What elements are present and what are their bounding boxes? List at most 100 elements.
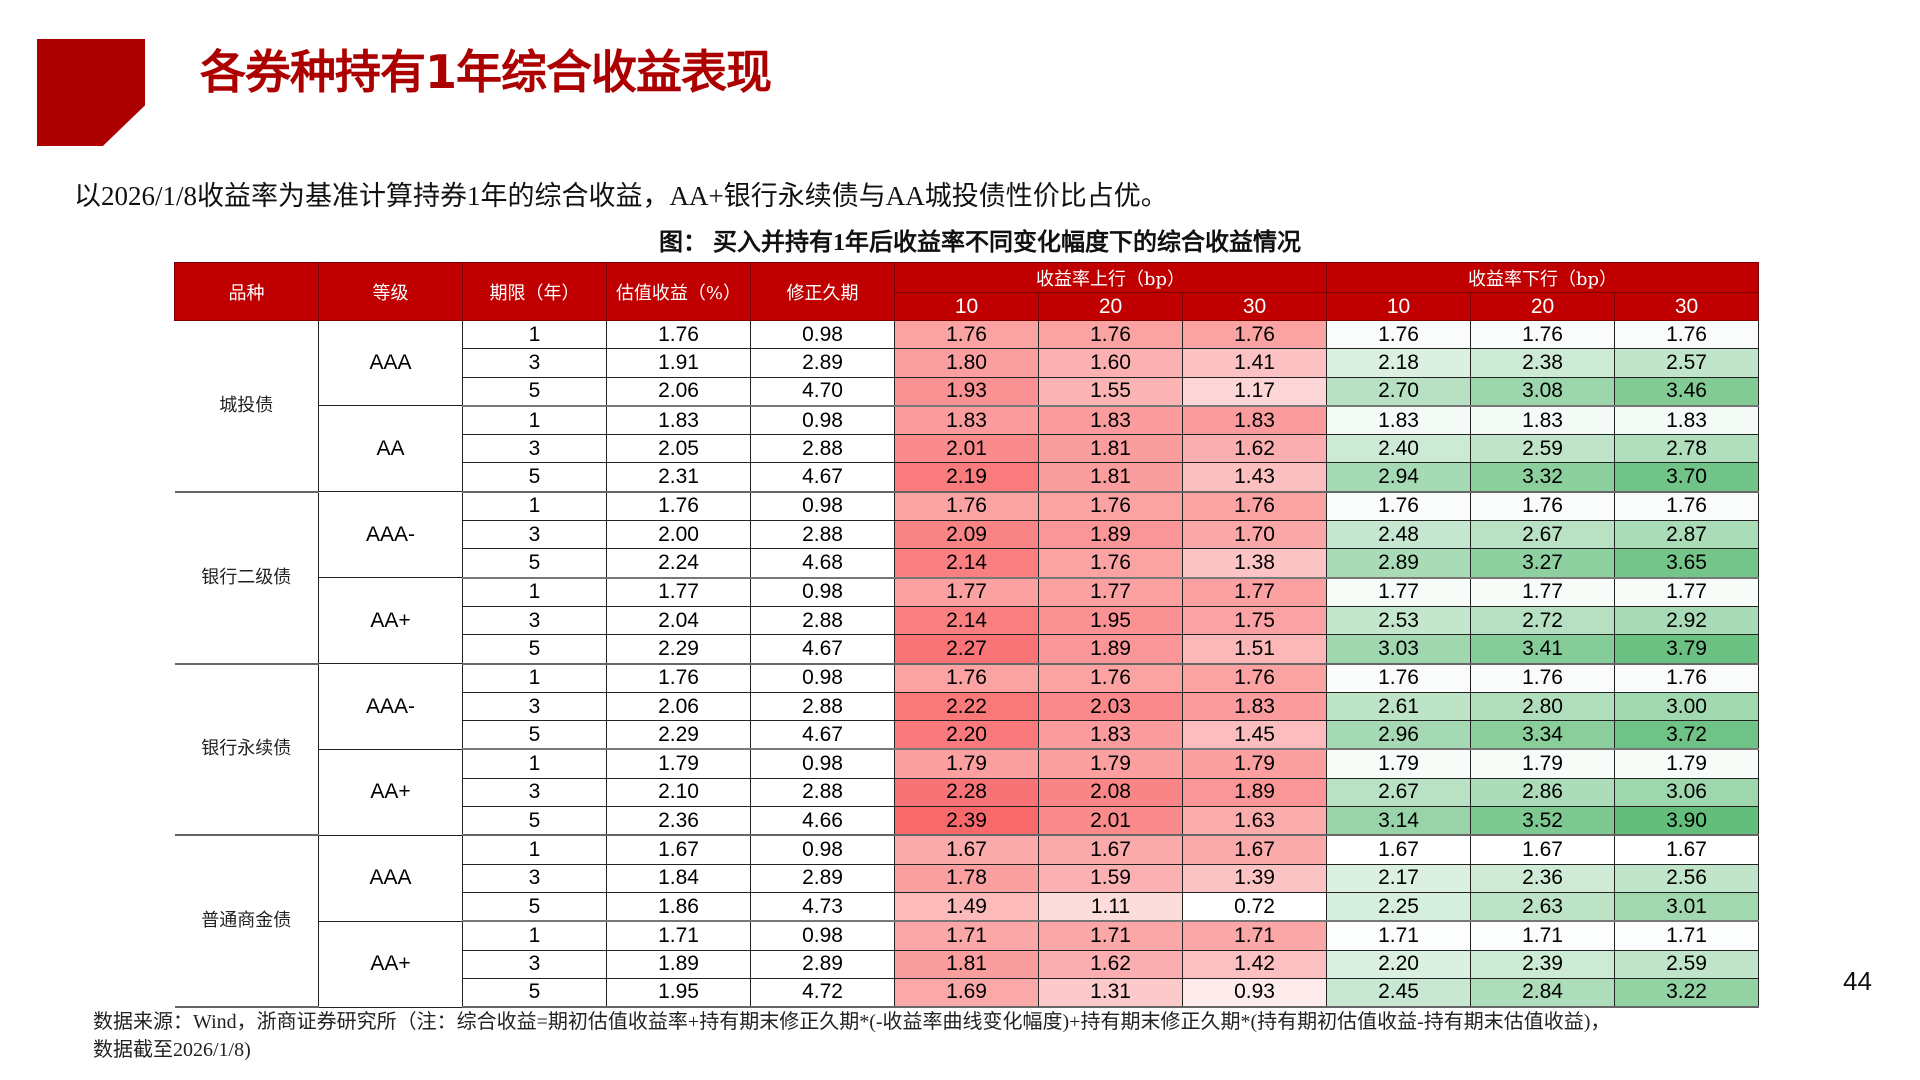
duration-cell: 2.88 bbox=[750, 434, 895, 464]
down-10bp-cell: 2.18 bbox=[1326, 348, 1471, 378]
up-10bp-cell: 2.28 bbox=[894, 777, 1039, 808]
category-cell: 银行二级债 bbox=[174, 491, 319, 665]
down-20bp-cell: 2.80 bbox=[1470, 691, 1615, 722]
down-10bp-cell: 2.40 bbox=[1326, 434, 1471, 464]
up-20bp-cell: 1.11 bbox=[1038, 891, 1183, 923]
category-cell: 普通商金债 bbox=[174, 835, 319, 1009]
up-20bp-cell: 1.59 bbox=[1038, 863, 1183, 893]
table-row: AA+ 1 1.77 0.98 1.77 1.77 1.77 1.77 1.77 1.77 bbox=[175, 577, 1759, 665]
up-20bp-cell: 1.76 bbox=[1038, 319, 1183, 350]
down-30bp-cell: 3.46 bbox=[1614, 376, 1759, 407]
down-30bp-cell: 2.92 bbox=[1614, 605, 1759, 636]
down-20bp-cell: 1.67 bbox=[1470, 834, 1615, 865]
up-20bp-cell: 1.76 bbox=[1038, 663, 1183, 693]
up-10bp-cell: 2.39 bbox=[894, 806, 1039, 837]
term-cell: 3 bbox=[462, 777, 607, 808]
down-20bp-cell: 2.38 bbox=[1470, 348, 1615, 378]
yield-cell: 1.71 bbox=[606, 920, 751, 951]
up-20bp-cell: 1.76 bbox=[1038, 491, 1183, 522]
up-20bp-cell: 2.08 bbox=[1038, 777, 1183, 808]
down-10bp-cell: 2.17 bbox=[1326, 863, 1471, 893]
up-30bp-cell: 1.79 bbox=[1182, 748, 1327, 779]
down-10bp-cell: 2.48 bbox=[1326, 520, 1471, 550]
up-30bp-cell: 0.93 bbox=[1182, 977, 1327, 1009]
header-grade: 等级 bbox=[318, 262, 463, 321]
down-10bp-cell: 1.83 bbox=[1326, 405, 1471, 436]
up-10bp-cell: 2.09 bbox=[894, 520, 1039, 550]
up-20bp-cell: 1.89 bbox=[1038, 520, 1183, 550]
footnote-source: 数据来源：Wind，浙商证券研究所（注：综合收益=期初估值收益率+持有期末修正久… bbox=[93, 1011, 1611, 1033]
duration-cell: 2.89 bbox=[750, 863, 895, 893]
up-20bp-cell: 1.81 bbox=[1038, 434, 1183, 464]
yield-cell: 2.24 bbox=[606, 548, 751, 579]
down-30bp-cell: 2.59 bbox=[1614, 949, 1759, 979]
up-10bp-cell: 1.76 bbox=[894, 663, 1039, 693]
down-20bp-cell: 2.67 bbox=[1470, 520, 1615, 550]
down-20bp-cell: 1.77 bbox=[1470, 577, 1615, 607]
header-yield-up-group: 收益率上行（bp） bbox=[894, 262, 1327, 293]
page-title: 各券种持有1年综合收益表现 bbox=[200, 45, 772, 99]
down-10bp-cell: 2.61 bbox=[1326, 691, 1471, 722]
yield-cell: 2.10 bbox=[606, 777, 751, 808]
yield-cell: 2.05 bbox=[606, 434, 751, 464]
down-30bp-cell: 1.76 bbox=[1614, 491, 1759, 522]
table-row: 5 2.06 4.70 1.93 1.55 1.17 2.70 3.08 3.46 bbox=[175, 376, 1759, 407]
term-cell: 5 bbox=[462, 462, 607, 493]
up-10bp-cell: 1.76 bbox=[894, 319, 1039, 350]
term-cell: 1 bbox=[462, 491, 607, 522]
yield-cell: 2.06 bbox=[606, 691, 751, 722]
down-30bp-cell: 3.65 bbox=[1614, 548, 1759, 579]
down-20bp-cell: 1.76 bbox=[1470, 319, 1615, 350]
page-number: 44 bbox=[1843, 966, 1872, 996]
up-30bp-cell: 1.39 bbox=[1182, 863, 1327, 893]
up-20bp-cell: 2.03 bbox=[1038, 691, 1183, 722]
down-30bp-cell: 1.77 bbox=[1614, 577, 1759, 607]
up-30bp-cell: 1.83 bbox=[1182, 691, 1327, 722]
up-10bp-cell: 1.67 bbox=[894, 834, 1039, 865]
down-30bp-cell: 3.72 bbox=[1614, 720, 1759, 751]
up-20bp-cell: 1.79 bbox=[1038, 748, 1183, 779]
yield-cell: 2.29 bbox=[606, 634, 751, 665]
down-20bp-cell: 2.84 bbox=[1470, 977, 1615, 1009]
down-20bp-cell: 2.59 bbox=[1470, 434, 1615, 464]
up-10bp-cell: 1.49 bbox=[894, 891, 1039, 923]
table-row: 5 2.29 4.67 2.20 1.83 1.45 2.96 3.34 3.72 bbox=[175, 720, 1759, 751]
category-cell: 银行永续债 bbox=[174, 663, 319, 837]
down-30bp-cell: 2.78 bbox=[1614, 434, 1759, 464]
down-20bp-cell: 3.41 bbox=[1470, 634, 1615, 665]
up-30bp-cell: 1.51 bbox=[1182, 634, 1327, 665]
down-10bp-cell: 2.67 bbox=[1326, 777, 1471, 808]
header-duration: 修正久期 bbox=[750, 262, 895, 321]
duration-cell: 2.88 bbox=[750, 777, 895, 808]
down-10bp-cell: 2.25 bbox=[1326, 891, 1471, 923]
table-row: 5 2.36 4.66 2.39 2.01 1.63 3.14 3.52 3.90 bbox=[175, 806, 1759, 837]
table-body: 城投债 AAA 1 1.76 0.98 1.76 1.76 1.76 1.76 1.76 1.76 3… bbox=[174, 319, 1759, 1009]
duration-cell: 4.67 bbox=[750, 634, 895, 665]
up-30bp-cell: 1.63 bbox=[1182, 806, 1327, 837]
yield-cell: 2.36 bbox=[606, 806, 751, 837]
grade-cell: AA+ bbox=[318, 920, 463, 1008]
down-20bp-cell: 1.83 bbox=[1470, 405, 1615, 436]
table-row: 银行二级债 AAA- 1 1.76 0.98 1.76 1.76 1.76 1.76 1.76 1.… bbox=[174, 491, 1759, 665]
yield-cell: 2.31 bbox=[606, 462, 751, 493]
down-20bp-cell: 1.79 bbox=[1470, 748, 1615, 779]
up-20bp-cell: 1.83 bbox=[1038, 720, 1183, 751]
duration-cell: 2.89 bbox=[750, 949, 895, 979]
down-10bp-cell: 2.70 bbox=[1326, 376, 1471, 407]
down-20bp-cell: 3.27 bbox=[1470, 548, 1615, 579]
duration-cell: 0.98 bbox=[750, 491, 895, 522]
down-30bp-cell: 3.90 bbox=[1614, 806, 1759, 837]
up-20bp-cell: 1.31 bbox=[1038, 977, 1183, 1009]
up-10bp-cell: 2.20 bbox=[894, 720, 1039, 751]
down-30bp-cell: 2.87 bbox=[1614, 520, 1759, 550]
grade-cell: AA bbox=[318, 405, 463, 493]
brand-logo-block bbox=[37, 39, 145, 146]
up-30bp-cell: 1.62 bbox=[1182, 434, 1327, 464]
down-10bp-cell: 1.76 bbox=[1326, 319, 1471, 350]
table-row: 5 1.95 4.72 1.69 1.31 0.93 2.45 2.84 3.22 bbox=[175, 977, 1759, 1009]
yield-cell: 1.76 bbox=[606, 663, 751, 693]
up-20bp-cell: 2.01 bbox=[1038, 806, 1183, 837]
down-20bp-cell: 2.86 bbox=[1470, 777, 1615, 808]
table-row: 3 2.00 2.88 2.09 1.89 1.70 2.48 2.67 2.87 bbox=[175, 520, 1759, 550]
term-cell: 3 bbox=[462, 863, 607, 893]
